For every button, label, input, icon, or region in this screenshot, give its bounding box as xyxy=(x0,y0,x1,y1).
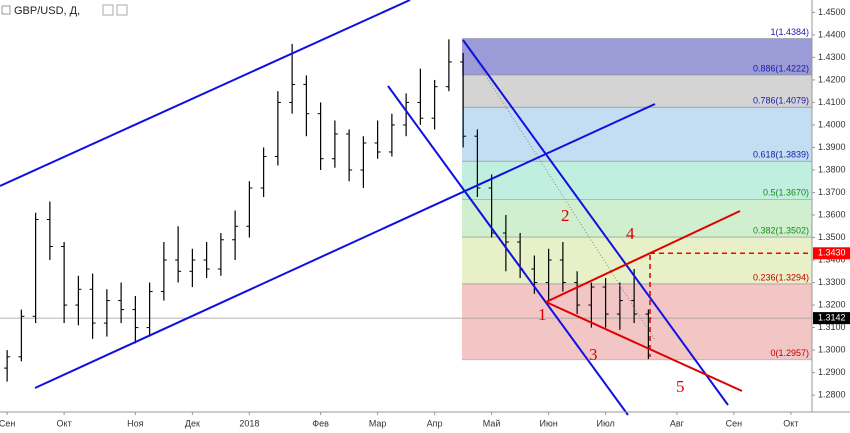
channel-line xyxy=(0,0,411,187)
x-tick-label: Июн xyxy=(540,418,558,428)
last-price-label: 1.3142 xyxy=(818,312,846,322)
y-tick-label: 1.3400 xyxy=(818,254,846,264)
annotation: 1 xyxy=(538,305,547,324)
triangle-line xyxy=(545,301,743,392)
y-tick-label: 1.3300 xyxy=(818,277,846,287)
annotation: 4 xyxy=(626,224,635,243)
y-tick-label: 1.4500 xyxy=(818,7,846,17)
annotation: 5 xyxy=(676,377,685,396)
icon[interactable] xyxy=(102,4,114,16)
axes: Сен Окт Ноя Дек 2018 Фев Мар Апр Май Июн Июл Авг Сен… xyxy=(0,7,850,428)
x-tick-label: Окт xyxy=(57,418,72,428)
y-tick-label: 1.3900 xyxy=(818,142,846,152)
annotation: 3 xyxy=(589,345,598,364)
fib-band xyxy=(462,283,812,360)
y-tick-label: 1.3500 xyxy=(818,232,846,242)
channel-line xyxy=(387,85,629,416)
fibonacci: 1(1.4384) 0.886(1.4222) 0.786(1.4079) 0.618… xyxy=(462,27,812,361)
x-tick-label: 2018 xyxy=(239,418,259,428)
y-tick-label: 1.4300 xyxy=(818,52,846,62)
fib-label: 0.236(1.3294) xyxy=(753,272,809,282)
icon[interactable] xyxy=(116,4,128,16)
last-price-box xyxy=(813,312,850,325)
x-tick-label: Авг xyxy=(670,418,685,428)
fib-band xyxy=(462,161,812,200)
fib-band xyxy=(462,38,812,75)
fib-label: 0.5(1.3670) xyxy=(763,188,809,198)
x-tick-label: Окт xyxy=(783,418,798,428)
fib-band xyxy=(462,74,812,108)
y-tick-label: 1.2800 xyxy=(818,389,846,399)
chart-title: GBP/USD, Д, xyxy=(14,5,80,17)
level-price-box xyxy=(813,247,850,260)
x-tick-label: Дек xyxy=(185,418,200,428)
fib-label: 0.382(1.3502) xyxy=(753,225,809,235)
x-tick-label: Ноя xyxy=(127,418,144,428)
y-tick-label: 1.4200 xyxy=(818,74,846,84)
fib-band xyxy=(462,107,812,162)
x-tick-label: Сен xyxy=(726,418,743,428)
x-tick-label: Май xyxy=(483,418,501,428)
y-tick-label: 1.4000 xyxy=(818,119,846,129)
x-tick-label: Мар xyxy=(369,418,387,428)
y-tick-label: 1.2900 xyxy=(818,367,846,377)
y-tick-label: 1.3200 xyxy=(818,299,846,309)
fib-label: 0.886(1.4222) xyxy=(753,63,809,73)
y-tick-label: 1.4400 xyxy=(818,29,846,39)
channel-line xyxy=(462,39,729,406)
drawings xyxy=(0,0,743,416)
y-tick-label: 1.3800 xyxy=(818,164,846,174)
channel-line xyxy=(34,103,656,389)
price-axis xyxy=(812,0,850,433)
level-price-label: 1.3430 xyxy=(818,248,846,258)
y-tick-label: 1.3700 xyxy=(818,187,846,197)
triangle-line xyxy=(545,210,741,303)
fib-label: 0(1.2957) xyxy=(770,348,809,358)
fib-label: 0.618(1.3839) xyxy=(753,150,809,160)
icon[interactable] xyxy=(1,5,11,15)
fib-band xyxy=(462,199,812,238)
y-tick-label: 1.4100 xyxy=(818,97,846,107)
annotation: 2 xyxy=(561,206,570,225)
x-tick-label: Сен xyxy=(0,418,15,428)
fib-label: 0.786(1.4079) xyxy=(753,96,809,106)
fib-label: 1(1.4384) xyxy=(770,27,809,37)
x-tick-label: Фев xyxy=(312,418,329,428)
y-tick-label: 1.3100 xyxy=(818,322,846,332)
x-tick-label: Апр xyxy=(427,418,443,428)
x-tick-label: Июл xyxy=(596,418,614,428)
y-tick-label: 1.3600 xyxy=(818,209,846,219)
y-tick-label: 1.3000 xyxy=(818,344,846,354)
